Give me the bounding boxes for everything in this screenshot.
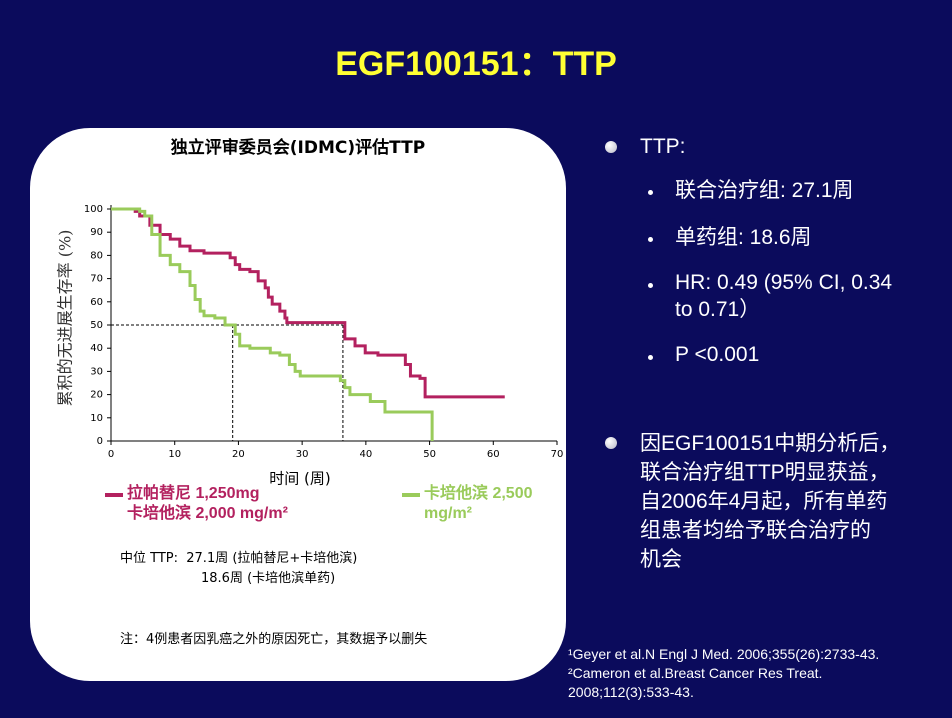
y-tick-label: 20 [90, 390, 103, 401]
x-tick-label: 40 [359, 449, 372, 460]
y-tick-label: 60 [90, 297, 103, 308]
survival-curve [111, 207, 505, 399]
legend-label: 拉帕替尼 1,250mg 卡培他滨 2,000 mg/m² [127, 485, 288, 522]
reference: ²Cameron et al.Breast Cancer Res Treat. … [568, 665, 823, 700]
y-axis-label: 累积的无进展生存率 (%) [56, 230, 75, 407]
x-tick-label: 50 [423, 449, 436, 460]
bullet-icon [605, 437, 617, 449]
sub-bullet: 单药组: 18.6周 [675, 226, 812, 249]
reference: ¹Geyer et al.N Engl J Med. 2006;355(26):… [568, 646, 880, 662]
x-tick-label: 0 [108, 449, 114, 460]
bullet-icon [605, 141, 617, 153]
sub-bullet: HR: 0.49 (95% CI, 0.34 to 0.71） [675, 271, 893, 321]
y-tick-label: 90 [90, 227, 103, 238]
median-note: 中位 TTP: 27.1周 (拉帕替尼+卡培他滨) [120, 551, 358, 566]
y-tick-label: 80 [90, 250, 103, 261]
sub-bullet: 联合治疗组: 27.1周 [675, 179, 854, 202]
chart-panel [30, 128, 566, 681]
y-tick-label: 10 [90, 413, 103, 424]
y-tick-label: 100 [84, 204, 103, 215]
bullet: TTP: [640, 135, 686, 158]
x-tick-label: 60 [487, 449, 500, 460]
x-tick-label: 10 [168, 449, 181, 460]
survival-curve [111, 207, 434, 441]
bullet-icon [648, 237, 653, 242]
x-axis-label: 时间 (周) [269, 470, 330, 488]
y-tick-label: 0 [97, 436, 103, 447]
x-tick-label: 20 [232, 449, 245, 460]
bullet-icon [648, 355, 653, 360]
x-tick-label: 30 [296, 449, 309, 460]
chart-title: 独立评审委员会(IDMC)评估TTP [171, 137, 425, 158]
footnote: 注：4例患者因乳癌之外的原因死亡，其数据予以删失 [120, 632, 428, 647]
slide-title: EGF100151：TTP [335, 45, 617, 83]
x-tick-label: 70 [551, 449, 564, 460]
bullet-icon [648, 283, 653, 288]
legend-label: 卡培他滨 2,500 mg/m² [424, 485, 533, 522]
y-tick-label: 40 [90, 343, 103, 354]
bullet: 因EGF100151中期分析后， 联合治疗组TTP明显获益， 自2006年4月起… [640, 432, 901, 571]
bullet-icon [648, 190, 653, 195]
y-tick-label: 50 [90, 320, 103, 331]
y-tick-label: 30 [90, 366, 103, 377]
sub-bullet: P <0.001 [675, 343, 760, 366]
median-note: 18.6周 (卡培他滨单药) [201, 571, 336, 586]
y-tick-label: 70 [90, 274, 103, 285]
